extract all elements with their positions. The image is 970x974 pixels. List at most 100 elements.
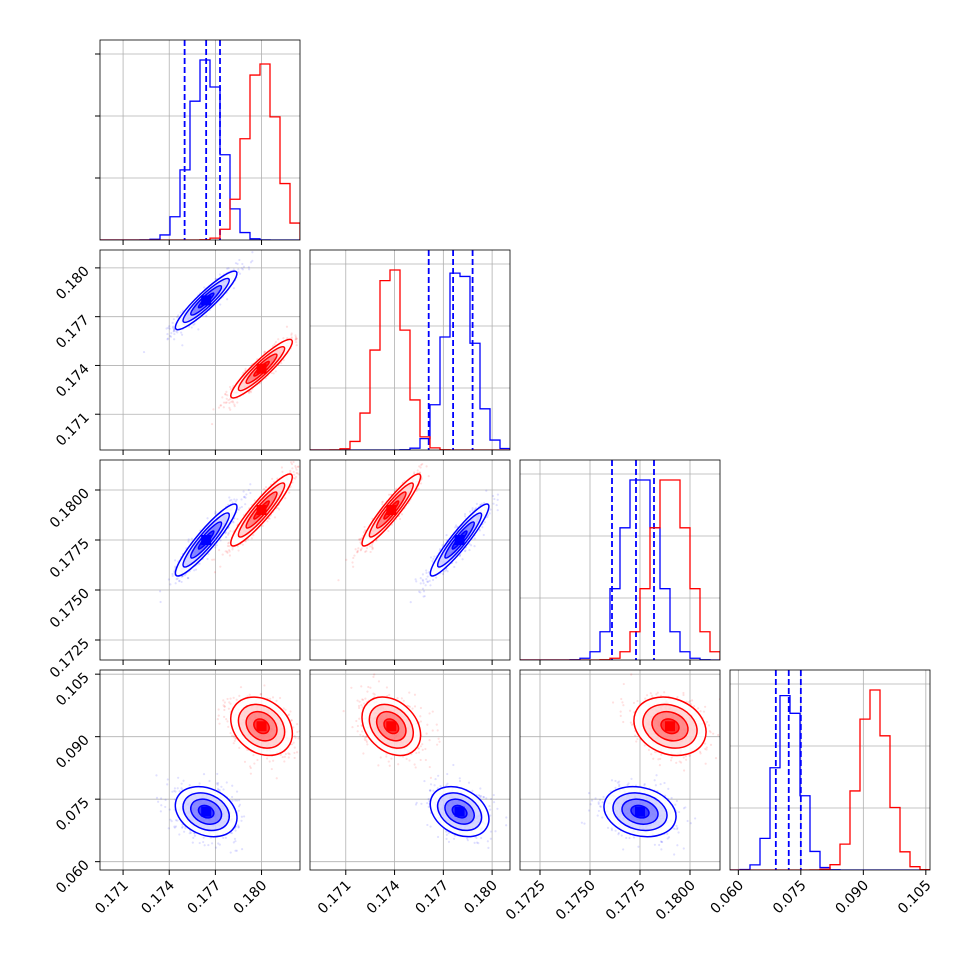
- y-tick-label: 0.1775: [47, 536, 93, 582]
- scatter-point: [418, 465, 420, 467]
- panel-background: [100, 670, 300, 870]
- scatter-point: [265, 486, 267, 488]
- scatter-point: [266, 520, 268, 522]
- scatter-point: [229, 530, 231, 532]
- scatter-point: [192, 837, 194, 839]
- scatter-point: [295, 337, 297, 339]
- scatter-point: [195, 568, 197, 570]
- scatter-point: [222, 553, 224, 555]
- scatter-point: [236, 263, 238, 265]
- scatter-point: [352, 566, 354, 568]
- y-tick-label: 0.171: [53, 410, 93, 450]
- scatter-point: [178, 833, 180, 835]
- scatter-point: [236, 499, 238, 501]
- scatter-point: [233, 498, 235, 500]
- scatter-point: [431, 560, 433, 562]
- scatter-point: [297, 466, 299, 468]
- scatter-point: [474, 537, 476, 539]
- scatter-point: [233, 268, 235, 270]
- scatter-point: [219, 404, 221, 406]
- scatter-point: [169, 583, 171, 585]
- scatter-point: [181, 344, 183, 346]
- scatter-point: [464, 515, 466, 517]
- scatter-point: [172, 325, 174, 327]
- density-peak: [257, 364, 267, 374]
- scatter-point: [281, 471, 283, 473]
- scatter-point: [159, 590, 161, 592]
- scatter-point: [238, 259, 240, 261]
- scatter-point: [422, 588, 424, 590]
- scatter-point: [192, 324, 194, 326]
- scatter-point: [166, 783, 168, 785]
- scatter-point: [483, 534, 485, 536]
- scatter-point: [296, 344, 298, 346]
- scatter-point: [425, 584, 427, 586]
- scatter-point: [464, 549, 466, 551]
- scatter-point: [237, 826, 239, 828]
- scatter-point: [241, 506, 243, 508]
- scatter-point: [232, 547, 234, 549]
- scatter-point: [226, 781, 228, 783]
- scatter-point: [241, 848, 243, 850]
- scatter-point: [295, 469, 297, 471]
- scatter-point: [169, 819, 171, 821]
- scatter-point: [365, 550, 367, 552]
- scatter-point: [194, 835, 196, 837]
- scatter-point: [442, 573, 444, 575]
- scatter-point: [420, 577, 422, 579]
- scatter-point: [479, 529, 481, 531]
- scatter-point: [262, 525, 264, 527]
- scatter-point: [418, 591, 420, 593]
- scatter-point: [291, 467, 293, 469]
- scatter-point: [214, 546, 216, 548]
- scatter-point: [175, 582, 177, 584]
- scatter-point: [220, 786, 222, 788]
- scatter-point: [473, 545, 475, 547]
- scatter-point: [198, 782, 200, 784]
- scatter-point: [177, 577, 179, 579]
- scatter-point: [476, 503, 478, 505]
- scatter-point: [427, 581, 429, 583]
- scatter-point: [293, 477, 295, 479]
- scatter-point: [240, 498, 242, 500]
- scatter-point: [237, 268, 239, 270]
- scatter-point: [211, 559, 213, 561]
- scatter-point: [176, 819, 178, 821]
- scatter-point: [263, 488, 265, 490]
- scatter-point: [211, 842, 213, 844]
- scatter-point: [181, 334, 183, 336]
- scatter-point: [351, 561, 353, 563]
- scatter-point: [169, 808, 171, 810]
- scatter-point: [496, 504, 498, 506]
- scatter-point: [268, 518, 270, 520]
- scatter-point: [464, 513, 466, 515]
- scatter-point: [401, 513, 403, 515]
- scatter-point: [251, 251, 253, 253]
- scatter-point: [493, 498, 495, 500]
- scatter-point: [357, 547, 359, 549]
- scatter-point: [225, 837, 227, 839]
- scatter-point: [438, 452, 440, 454]
- scatter-point: [222, 837, 224, 839]
- scatter-point: [234, 838, 236, 840]
- scatter-point: [459, 555, 461, 557]
- panel-p3-p3: [520, 460, 720, 665]
- scatter-point: [229, 499, 231, 501]
- scatter-point: [242, 268, 244, 270]
- scatter-point: [238, 799, 240, 801]
- scatter-point: [361, 547, 363, 549]
- scatter-point: [273, 372, 275, 374]
- scatter-point: [206, 558, 208, 560]
- scatter-point: [174, 559, 176, 561]
- scatter-point: [497, 493, 499, 495]
- scatter-point: [382, 501, 384, 503]
- scatter-point: [168, 325, 170, 327]
- scatter-point: [248, 268, 250, 270]
- scatter-point: [227, 267, 229, 269]
- scatter-point: [420, 482, 422, 484]
- scatter-point: [183, 831, 185, 833]
- scatter-point: [497, 499, 499, 501]
